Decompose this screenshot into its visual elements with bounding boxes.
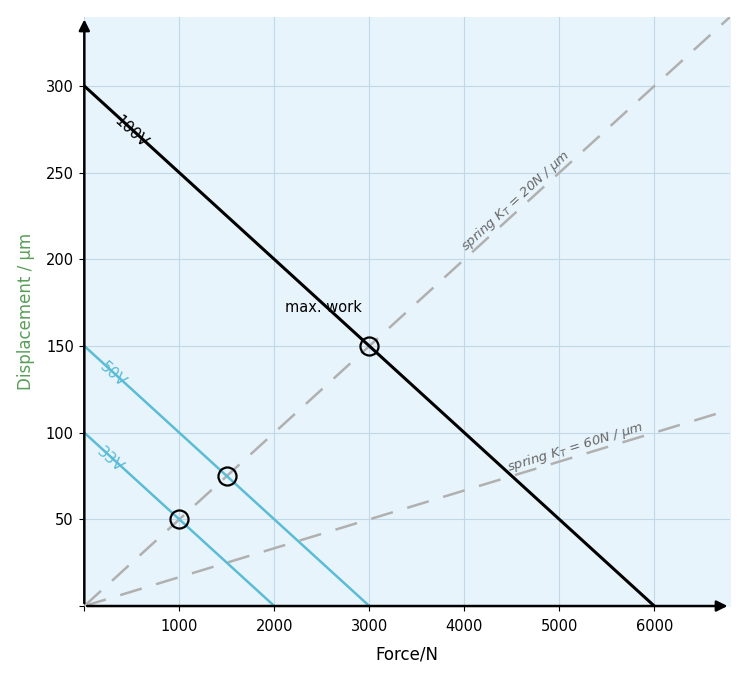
Text: max. work: max. work (285, 300, 362, 315)
Text: 50V: 50V (96, 359, 128, 390)
Text: spring K$_T$ = 20N / μm: spring K$_T$ = 20N / μm (457, 147, 574, 255)
X-axis label: Force/N: Force/N (376, 645, 438, 663)
Text: spring K$_T$ = 60N / μm: spring K$_T$ = 60N / μm (506, 419, 646, 477)
Text: 100V: 100V (111, 113, 150, 150)
Y-axis label: Displacement / μm: Displacement / μm (16, 233, 34, 390)
Text: 33V: 33V (94, 444, 126, 475)
